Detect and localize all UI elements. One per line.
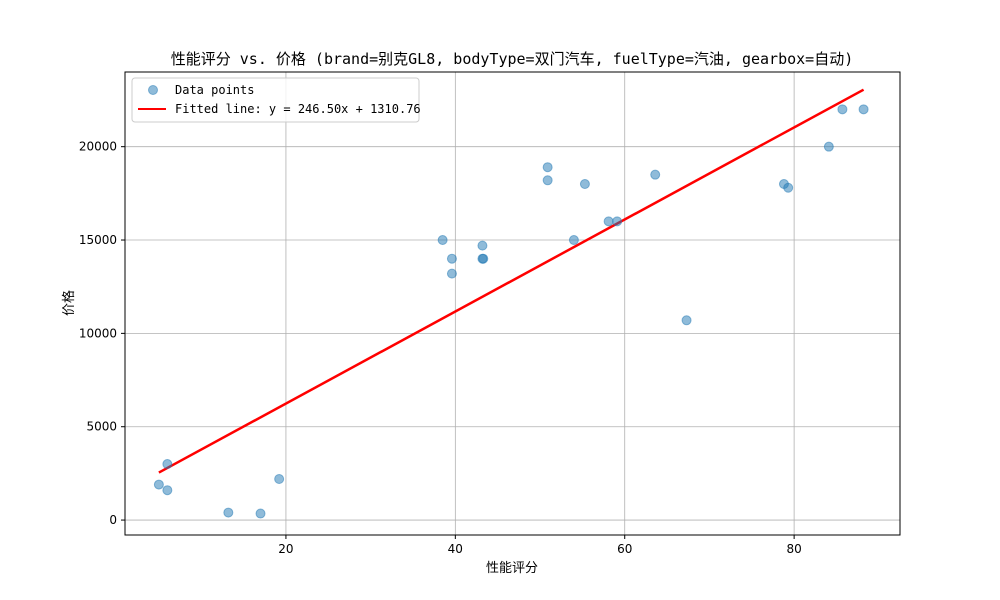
data-point: [162, 459, 173, 470]
x-tick-label: 20: [278, 542, 293, 556]
y-tick-label: 10000: [79, 326, 117, 340]
legend: Data points Fitted line: y = 246.50x + 1…: [131, 77, 421, 123]
legend-scatter-marker: [148, 85, 158, 95]
data-point: [478, 253, 489, 264]
plot-area-frame: [124, 71, 901, 536]
data-point: [823, 141, 834, 152]
data-point: [153, 479, 164, 490]
chart-title: 性能评分 vs. 价格 (brand=别克GL8, bodyType=双门汽车,…: [171, 50, 854, 68]
x-tick-label: 60: [617, 542, 632, 556]
data-point: [274, 473, 285, 484]
x-tick-label: 80: [786, 542, 801, 556]
fitted-line-layer: [158, 88, 865, 474]
data-point: [437, 235, 448, 246]
data-point: [446, 253, 457, 264]
data-point: [603, 216, 614, 227]
data-point: [858, 104, 869, 115]
data-points-layer: [153, 104, 869, 519]
x-axis-label: 性能评分: [486, 561, 538, 576]
data-point: [650, 169, 661, 180]
y-axis-label: 价格: [61, 290, 77, 316]
axis-ticks: 20 40 60 80 0 5000 10000 15000 20000: [79, 140, 802, 556]
data-point: [446, 268, 457, 279]
data-point: [681, 315, 692, 326]
y-tick-label: 15000: [79, 233, 117, 247]
grid: [125, 72, 900, 535]
y-tick-label: 0: [109, 513, 117, 527]
data-point: [837, 104, 848, 115]
x-tick-label: 40: [448, 542, 463, 556]
legend-label-fitted-line: Fitted line: y = 246.50x + 1310.76: [175, 102, 421, 116]
fitted-line: [158, 88, 865, 474]
data-point: [542, 175, 553, 186]
data-point: [783, 182, 794, 193]
data-point: [162, 485, 173, 496]
data-point: [568, 235, 579, 246]
data-point: [612, 216, 623, 227]
legend-box: [131, 77, 420, 123]
legend-label-data-points: Data points: [175, 83, 254, 97]
data-point: [223, 507, 234, 518]
data-point: [542, 162, 553, 173]
data-point: [255, 508, 266, 519]
data-point: [579, 179, 590, 190]
data-point: [477, 240, 488, 251]
y-tick-label: 20000: [79, 140, 117, 154]
y-tick-label: 5000: [86, 420, 117, 434]
